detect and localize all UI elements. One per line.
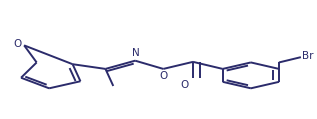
- Text: N: N: [132, 48, 140, 58]
- Text: O: O: [159, 71, 167, 81]
- Text: O: O: [180, 80, 188, 90]
- Text: Br: Br: [302, 51, 314, 61]
- Text: O: O: [13, 39, 21, 49]
